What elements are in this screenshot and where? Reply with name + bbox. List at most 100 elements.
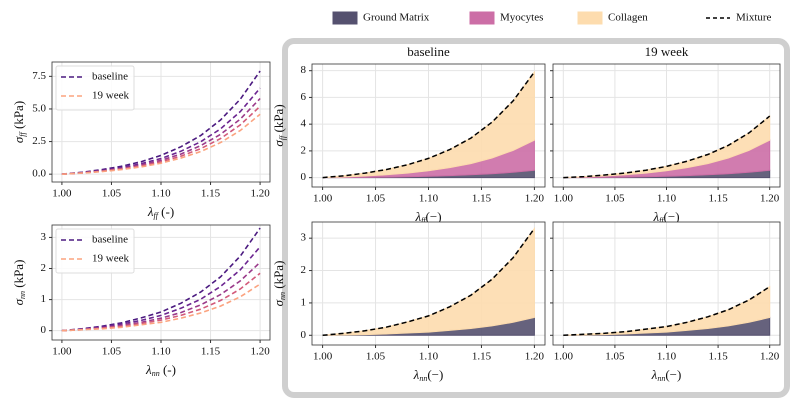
legend-swatch [577, 11, 603, 25]
panel-title: baseline [407, 44, 450, 59]
x-axis-label: λnn(−) [413, 367, 444, 383]
x-axis-label-symbol: λ [145, 362, 152, 377]
y-axis-label-subscript: nn [18, 291, 27, 299]
y-axis-label-unit: (kPa) [11, 260, 26, 291]
y-tick-label: 4 [301, 118, 307, 130]
panel-title: 19 week [645, 44, 689, 59]
data-line [322, 71, 536, 179]
y-axis-label-unit: (kPa) [271, 104, 286, 135]
y-tick-label: 2.5 [32, 135, 46, 147]
x-tick-label: 1.00 [554, 193, 574, 205]
x-tick-label: 1.05 [366, 193, 386, 205]
plot-frame [51, 224, 271, 341]
y-axis-label-symbol: σ [11, 136, 26, 143]
data-line [563, 115, 771, 179]
x-axis-label-unit: (-) [158, 204, 174, 219]
data-line [563, 286, 771, 337]
x-tick-label: 1.15 [472, 193, 492, 205]
y-tick-label: 0 [301, 171, 307, 183]
legend-label: Collagen [608, 12, 648, 24]
legend-label: 19 week [92, 253, 129, 265]
y-tick-label: 0 [41, 324, 47, 336]
legend-swatch [332, 11, 358, 25]
x-axis-label-subscript: nn [657, 374, 665, 383]
legend-label: baseline [92, 71, 128, 83]
y-axis-label: σnn (kPa) [271, 261, 287, 307]
x-tick-label: 1.05 [605, 193, 625, 205]
legend-box [55, 228, 135, 274]
x-axis-label: λnn(−) [651, 367, 682, 383]
y-axis-label: σnn (kPa) [11, 260, 27, 306]
x-axis-label-unit: (−) [665, 367, 681, 382]
y-tick-label: 5.0 [32, 102, 46, 114]
x-tick-label: 1.00 [52, 346, 72, 358]
x-tick-label: 1.10 [151, 346, 171, 358]
x-axis-label-unit: (−) [664, 209, 680, 224]
legend-swatch [469, 11, 495, 25]
x-tick-label: 1.15 [708, 193, 728, 205]
y-tick-label: 1 [301, 296, 307, 308]
x-tick-label: 1.20 [760, 193, 780, 205]
x-axis-label-subscript: nn [419, 374, 427, 383]
x-tick-label: 1.00 [313, 193, 333, 205]
plot-frame [311, 63, 546, 188]
x-axis-label-symbol: λ [413, 367, 420, 382]
plot-frame [552, 221, 781, 346]
x-axis-label-unit: (-) [160, 362, 176, 377]
y-tick-label: 0 [301, 329, 307, 341]
x-tick-label: 1.20 [760, 351, 780, 363]
x-tick-label: 1.20 [525, 193, 545, 205]
x-tick-label: 1.20 [250, 346, 270, 358]
x-tick-label: 1.10 [657, 351, 677, 363]
y-tick-label: 0.0 [32, 168, 46, 180]
x-tick-label: 1.05 [102, 346, 122, 358]
y-tick-label: 2 [301, 144, 307, 156]
y-tick-label: 8 [301, 64, 307, 76]
legend-label: Myocytes [500, 12, 543, 24]
plot-frame [552, 63, 781, 188]
y-axis-label-symbol: σ [271, 299, 286, 306]
x-axis-label: λff (-) [147, 204, 174, 220]
x-tick-label: 1.10 [419, 193, 439, 205]
x-tick-label: 1.10 [419, 351, 439, 363]
y-axis-label-subscript: nn [278, 292, 287, 300]
data-line [61, 113, 261, 175]
legend-label: 19 week [92, 90, 129, 102]
x-axis-label-symbol: λ [147, 204, 154, 219]
x-axis-label-subscript: ff [659, 216, 665, 225]
x-axis-label-symbol: λ [651, 367, 658, 382]
x-tick-label: 1.15 [472, 351, 492, 363]
x-tick-label: 1.15 [708, 351, 728, 363]
x-axis-label: λff(−) [652, 209, 679, 225]
x-axis-label: λff(−) [414, 209, 441, 225]
legend-box [55, 65, 135, 111]
legend-label: Ground Matrix [363, 12, 430, 24]
y-tick-label: 3 [301, 232, 307, 244]
y-tick-label: 1 [41, 293, 47, 305]
x-tick-label: 1.15 [201, 346, 221, 358]
x-axis-label: λnn (-) [145, 362, 176, 378]
y-axis-label: σff (kPa) [271, 104, 287, 146]
legend-label: Mixture [736, 12, 772, 24]
y-axis-label-subscript: ff [278, 134, 287, 140]
x-axis-label-symbol: λ [652, 209, 659, 224]
legend-label: baseline [92, 234, 128, 246]
y-axis-label-unit: (kPa) [11, 101, 26, 132]
data-line [322, 228, 536, 337]
x-tick-label: 1.05 [102, 188, 122, 200]
x-axis-label-subscript: ff [153, 211, 159, 220]
plot-frame [51, 61, 271, 183]
group-frame [282, 38, 790, 398]
x-tick-label: 1.20 [525, 351, 545, 363]
x-tick-label: 1.05 [605, 351, 625, 363]
y-axis-label-symbol: σ [11, 298, 26, 305]
x-tick-label: 1.00 [554, 351, 574, 363]
x-tick-label: 1.20 [250, 188, 270, 200]
x-axis-label-subscript: nn [152, 369, 160, 378]
y-axis-label-subscript: ff [18, 131, 27, 137]
x-axis-label-subscript: ff [421, 216, 427, 225]
x-tick-label: 1.15 [201, 188, 221, 200]
x-axis-label-unit: (−) [426, 209, 442, 224]
